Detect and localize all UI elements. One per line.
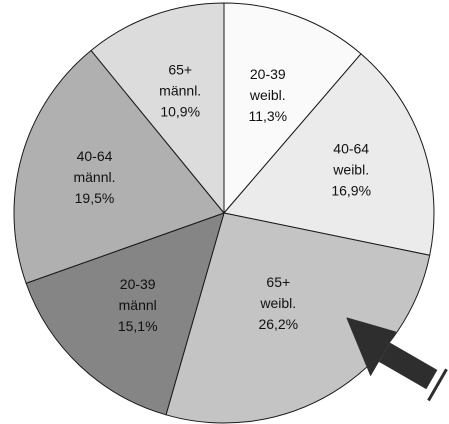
pie-slice-20-39-m-nnl (25, 212, 225, 416)
slice-label: 65+ männl. 10,9% (159, 61, 201, 119)
slice-value-label: 10,9% (160, 103, 200, 119)
pie-slice-40-64-m-nnl (13, 49, 225, 284)
slice-category-label: männl. (159, 82, 201, 98)
slice-category-label: 20-39 (120, 276, 156, 292)
slice-value-label: 26,2% (258, 316, 298, 332)
slice-label: 20-39 männl 15,1% (118, 276, 158, 334)
arrow-tail-stripe (427, 368, 448, 402)
slice-category-label: männl (119, 297, 157, 313)
pie-slice-65plus-weibl (165, 212, 431, 424)
slice-label: 40-64 männl. 19,5% (73, 148, 115, 206)
slice-value-label: 19,5% (75, 190, 115, 206)
arrow-head (346, 317, 397, 376)
slice-category-label: männl. (73, 169, 115, 185)
pie-labels: 20-39 weibl. 11,3% 40-64 weibl. 16,9% 65+ weibl… (73, 61, 371, 333)
pie-slice-40-64-weibl (223, 53, 435, 256)
slice-category-label: weibl. (249, 87, 286, 103)
slice-label: 65+ weibl. 26,2% (258, 274, 298, 332)
arrow-tail-stripe (421, 365, 445, 400)
slice-value-label: 15,1% (118, 318, 158, 334)
slice-value-label: 11,3% (248, 108, 287, 124)
slice-category-label: 65+ (266, 274, 290, 290)
slice-category-label: 20-39 (250, 66, 286, 82)
slice-value-label: 16,9% (331, 183, 371, 199)
slice-label: 40-64 weibl. 16,9% (331, 141, 371, 199)
slice-category-label: 65+ (168, 61, 192, 77)
annotation-arrow (346, 317, 448, 402)
slice-category-label: 40-64 (333, 141, 369, 157)
slice-label: 20-39 weibl. 11,3% (248, 66, 287, 124)
slice-category-label: weibl. (332, 162, 369, 178)
slice-category-label: 40-64 (77, 148, 113, 164)
pie-slices (13, 2, 435, 424)
pie-slice-65plus-m-nnl (90, 2, 225, 214)
pie-slice-20-39-weibl (223, 2, 362, 214)
slice-category-label: weibl. (259, 295, 296, 311)
